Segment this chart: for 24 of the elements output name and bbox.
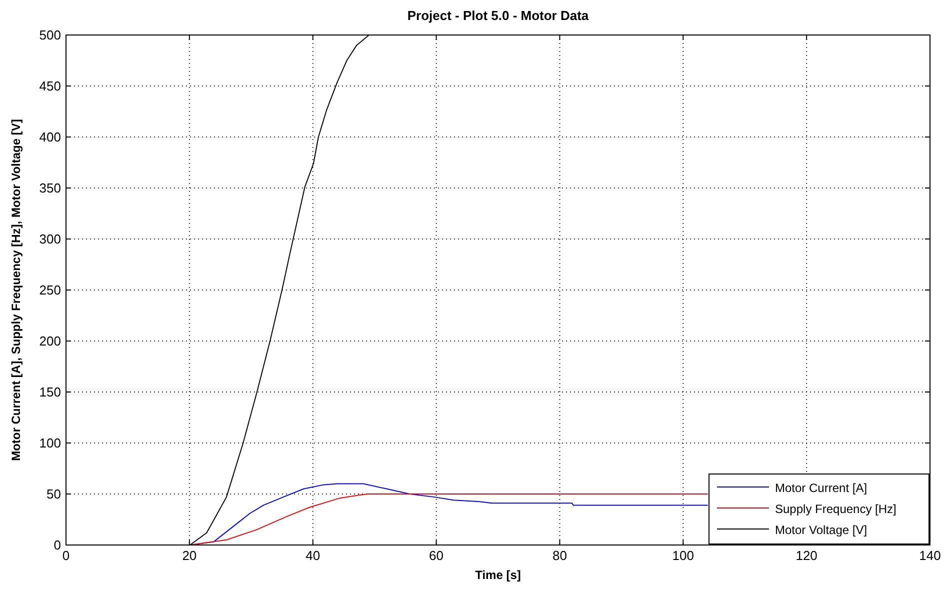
x-tick-label: 120 bbox=[796, 548, 818, 563]
x-tick-label: 140 bbox=[919, 548, 941, 563]
x-tick-label: 60 bbox=[429, 548, 444, 563]
y-tick-label: 150 bbox=[39, 384, 61, 400]
y-tick-label: 0 bbox=[54, 538, 61, 552]
y-tick-label: 350 bbox=[39, 180, 61, 196]
y-tick-label: 50 bbox=[46, 486, 61, 502]
y-tick-label: 250 bbox=[39, 282, 61, 298]
x-tick-label: 80 bbox=[552, 548, 567, 563]
x-axis-title: Time [s] bbox=[475, 568, 521, 582]
legend-label: Supply Frequency [Hz] bbox=[775, 502, 896, 516]
y-tick-label: 500 bbox=[39, 28, 61, 42]
x-tick-label: 40 bbox=[306, 548, 320, 563]
y-tick-label: 200 bbox=[39, 334, 61, 348]
y-tick-label: 100 bbox=[39, 436, 61, 450]
y-axis-title: Motor Current [A], Supply Frequency [Hz], Motor Voltage [V] bbox=[9, 119, 23, 461]
legend-label: Motor Voltage [V] bbox=[775, 523, 868, 537]
y-tick-label: 300 bbox=[39, 232, 61, 246]
x-tick-label: 100 bbox=[672, 548, 694, 563]
y-tick-label: 450 bbox=[39, 78, 61, 94]
x-tick-label: 20 bbox=[182, 548, 197, 563]
legend-label: Motor Current [A] bbox=[775, 481, 868, 495]
chart-title: Project - Plot 5.0 - Motor Data bbox=[407, 8, 590, 23]
y-tick-label: 400 bbox=[39, 130, 61, 144]
